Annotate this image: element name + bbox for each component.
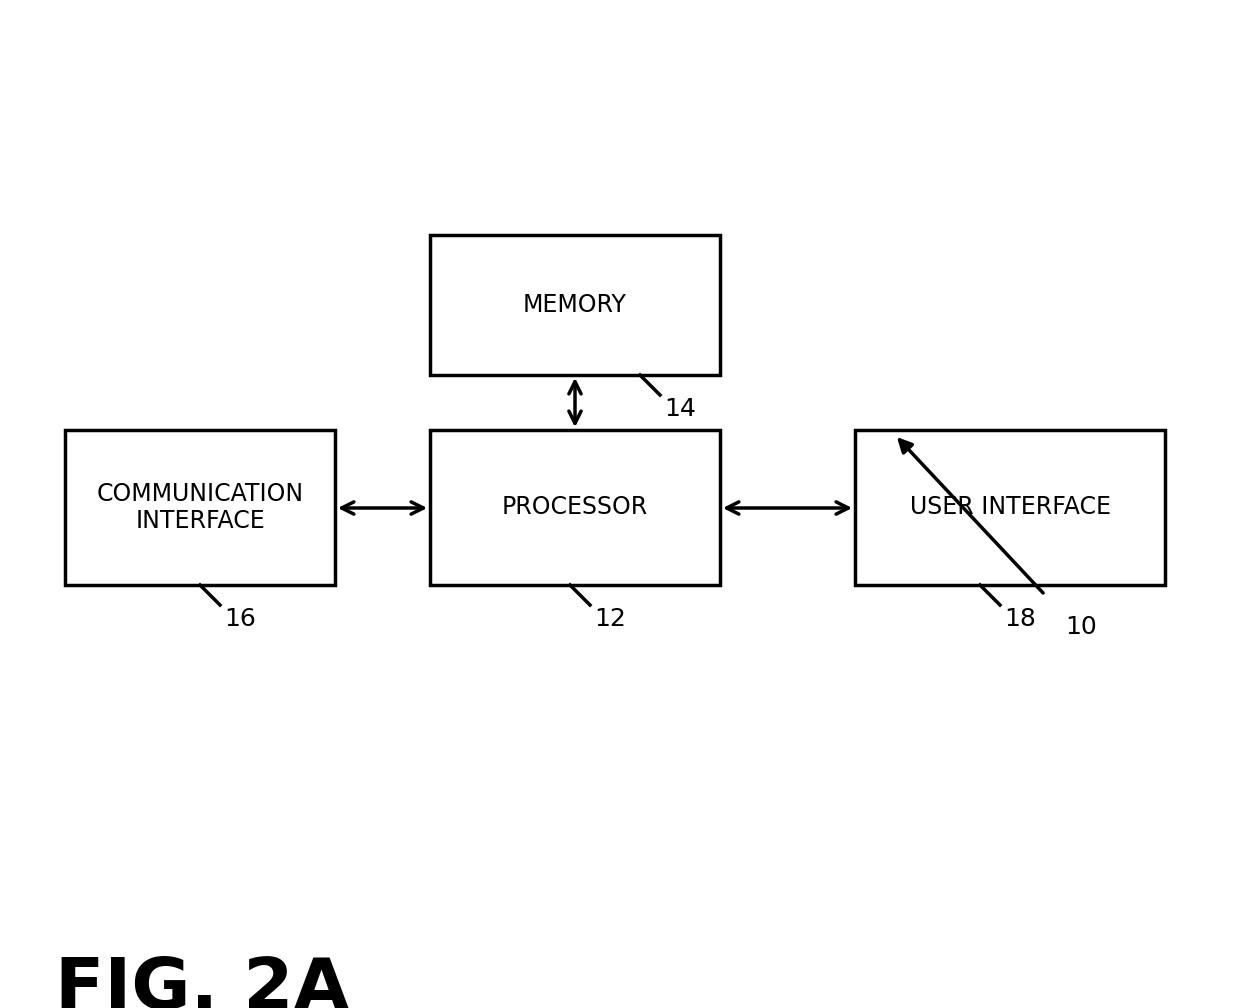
Bar <box>856 430 1166 585</box>
Bar <box>430 235 720 375</box>
Text: 10: 10 <box>1065 615 1096 639</box>
Text: 18: 18 <box>1004 607 1035 631</box>
Text: 14: 14 <box>663 397 696 421</box>
Text: COMMUNICATION
INTERFACE: COMMUNICATION INTERFACE <box>97 482 304 533</box>
Text: MEMORY: MEMORY <box>523 293 627 317</box>
Text: 16: 16 <box>224 607 255 631</box>
Text: USER INTERFACE: USER INTERFACE <box>909 496 1111 519</box>
Text: FIG. 2A: FIG. 2A <box>55 955 350 1008</box>
Bar <box>64 430 335 585</box>
Text: PROCESSOR: PROCESSOR <box>502 496 649 519</box>
Text: 12: 12 <box>594 607 626 631</box>
Bar <box>430 430 720 585</box>
